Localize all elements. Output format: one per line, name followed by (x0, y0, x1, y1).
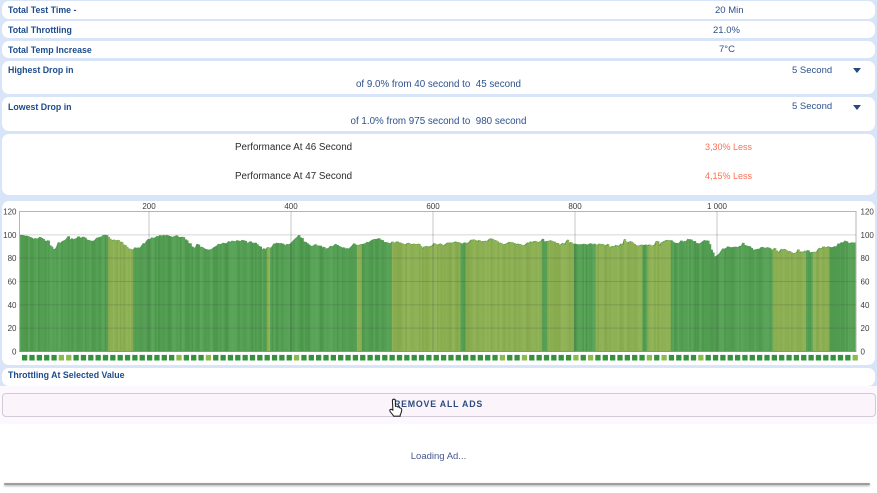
svg-text:400: 400 (284, 202, 298, 211)
svg-text:40: 40 (8, 300, 17, 309)
svg-text:200: 200 (142, 202, 156, 211)
svg-text:20: 20 (861, 324, 870, 333)
svg-text:60: 60 (861, 277, 870, 286)
svg-text:20: 20 (8, 324, 17, 333)
svg-text:600: 600 (426, 202, 440, 211)
svg-text:0: 0 (861, 347, 866, 356)
svg-text:1 000: 1 000 (707, 202, 728, 211)
svg-text:120: 120 (3, 207, 17, 216)
svg-text:800: 800 (568, 202, 582, 211)
svg-text:80: 80 (8, 254, 17, 263)
svg-text:100: 100 (3, 230, 17, 239)
svg-text:0: 0 (12, 347, 17, 356)
svg-text:80: 80 (861, 254, 870, 263)
svg-text:60: 60 (8, 277, 17, 286)
svg-text:100: 100 (861, 230, 875, 239)
svg-text:40: 40 (861, 300, 870, 309)
svg-text:120: 120 (861, 207, 875, 216)
